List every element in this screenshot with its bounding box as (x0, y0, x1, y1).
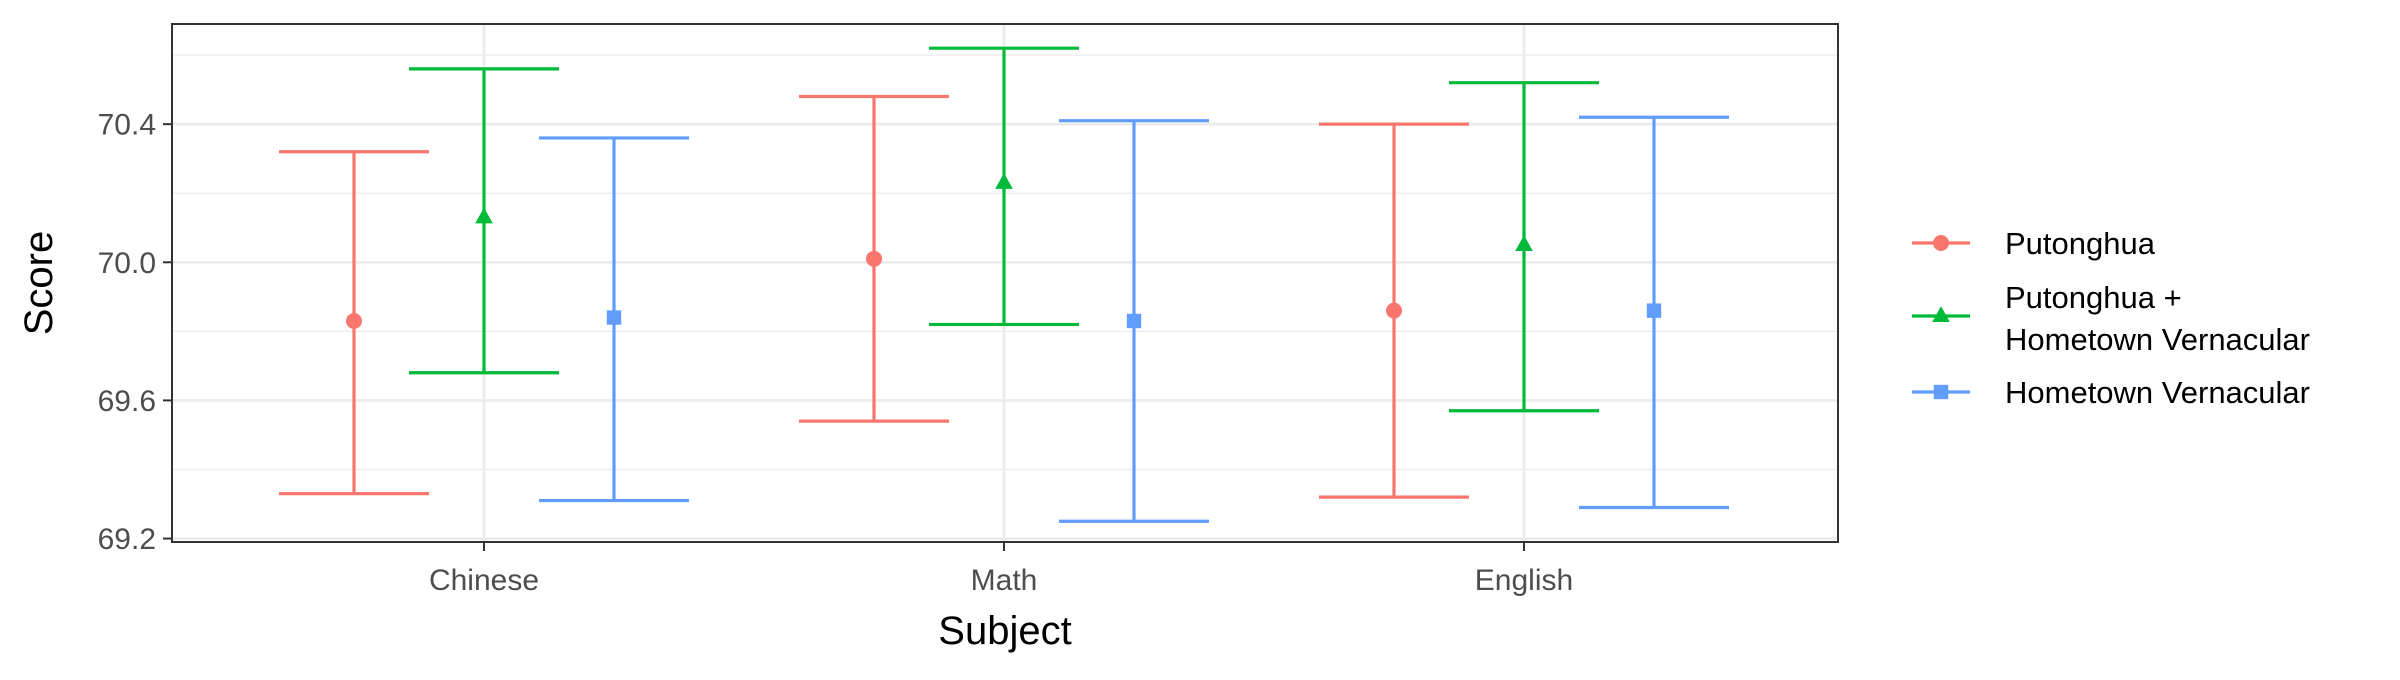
errorbar (279, 150, 429, 496)
y-axis-title: Score (17, 231, 61, 336)
legend-key-marker (1933, 235, 1949, 251)
y-tick-label: 69.6 (98, 385, 156, 418)
errorbar (1449, 81, 1599, 413)
legend-label: Putonghua (2005, 226, 2156, 261)
legend: Putonghua Putonghua + Hometown Vernacular H… (1912, 226, 2310, 410)
y-tick-label: 70.0 (98, 247, 156, 280)
errorbar (539, 136, 689, 503)
x-tick-label: Math (971, 564, 1038, 597)
errorbar-layer (279, 46, 1729, 523)
mean-point (1646, 303, 1662, 318)
legend-label: Putonghua + (2005, 280, 2182, 315)
legend-item: Putonghua + Hometown Vernacular (1912, 280, 2310, 357)
legend-label: Hometown Vernacular (2005, 322, 2310, 357)
series-3 (539, 115, 1729, 523)
legend-item: Hometown Vernacular (1912, 375, 2310, 410)
errorbar (929, 46, 1079, 327)
errorbar (409, 67, 559, 375)
y-tick-label: 70.4 (98, 109, 156, 142)
legend-key-marker (1932, 306, 1950, 323)
legend-key (1912, 306, 1970, 323)
errorbar (799, 94, 949, 423)
legend-key (1912, 384, 1970, 400)
series-2 (409, 46, 1599, 413)
x-tick-label: English (1475, 564, 1573, 597)
legend-key (1912, 235, 1970, 251)
series-1 (279, 94, 1469, 499)
mean-point (606, 310, 622, 325)
legend-label: Hometown Vernacular (2005, 375, 2310, 410)
mean-point (995, 173, 1013, 189)
x-tick-label: Chinese (429, 564, 539, 597)
mean-point (346, 312, 362, 329)
legend-item: Putonghua (1912, 226, 2156, 261)
mean-point (1515, 235, 1533, 252)
errorbar (1319, 122, 1469, 499)
mean-point (1386, 302, 1402, 319)
mean-point (475, 207, 493, 224)
axes-layer: 69.2 69.6 70.0 70.4 Chinese Math English (98, 109, 1574, 597)
errorbar (1579, 115, 1729, 510)
mean-point (1126, 313, 1142, 329)
x-axis-title: Subject (938, 609, 1071, 653)
mean-point (866, 250, 882, 267)
legend-key-marker (1933, 384, 1949, 400)
errorbar (1059, 119, 1209, 523)
y-tick-label: 69.2 (98, 523, 156, 556)
